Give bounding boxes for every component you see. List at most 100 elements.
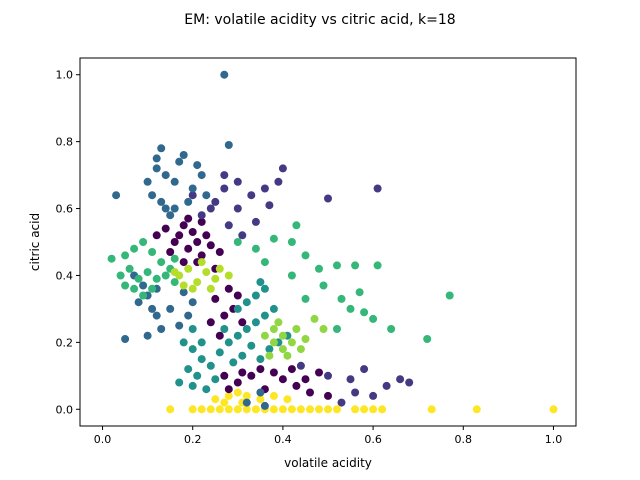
scatter-point <box>197 338 206 347</box>
scatter-point <box>269 391 278 400</box>
scatter-point <box>215 264 224 273</box>
scatter-point <box>251 318 260 327</box>
y-tick-label: 0.4 <box>56 269 74 282</box>
scatter-point <box>161 271 170 280</box>
scatter-point <box>152 164 161 173</box>
x-tick-label: 1.0 <box>545 433 563 446</box>
scatter-point <box>306 388 314 397</box>
scatter-point <box>197 251 206 260</box>
scatter-point <box>206 318 215 327</box>
scatter-point <box>251 291 260 300</box>
scatter-point <box>188 228 197 236</box>
scatter-point <box>170 238 179 246</box>
scatter-point <box>215 331 224 340</box>
scatter-point <box>324 371 332 380</box>
scatter-point <box>121 251 130 260</box>
scatter-point <box>188 325 197 333</box>
scatter-point <box>224 385 233 394</box>
scatter-point <box>193 278 202 287</box>
scatter-point <box>238 231 247 240</box>
scatter-point <box>116 271 125 280</box>
scatter-point <box>197 217 206 226</box>
scatter-point <box>260 311 269 320</box>
scatter-point <box>233 204 242 213</box>
scatter-point <box>238 351 247 360</box>
scatter-point <box>256 365 265 374</box>
scatter-point <box>233 331 242 340</box>
scatter-point <box>319 281 328 290</box>
scatter-point <box>220 184 229 193</box>
scatter-point <box>283 395 292 404</box>
scatter-point <box>333 405 341 414</box>
scatter-point <box>166 248 175 256</box>
scatter-point <box>215 348 224 357</box>
scatter-point <box>269 338 278 347</box>
scatter-point <box>269 304 278 313</box>
x-tick-label: 0.4 <box>274 433 292 446</box>
scatter-point <box>224 141 233 149</box>
scatter-point <box>220 325 229 333</box>
scatter-point <box>378 405 387 414</box>
scatter-point <box>301 294 310 303</box>
scatter-point <box>373 261 382 270</box>
scatter-point <box>206 204 215 213</box>
y-axis: 0.0 0.2 0.4 0.6 0.8 1.0 <box>56 69 80 416</box>
scatter-point <box>242 391 251 400</box>
scatter-point <box>224 405 233 414</box>
scatter-point <box>256 388 265 397</box>
x-tick-label: 0.8 <box>455 433 473 446</box>
scatter-point <box>143 268 152 277</box>
scatter-point <box>152 154 161 163</box>
scatter-point <box>170 268 179 277</box>
scatter-point <box>351 261 360 270</box>
scatter-point <box>260 401 269 410</box>
scatter-point <box>260 284 269 293</box>
scatter-point <box>287 365 296 374</box>
scatter-point <box>324 391 332 400</box>
scatter-point <box>337 398 346 407</box>
scatter-point <box>143 177 152 186</box>
scatter-point <box>405 378 414 387</box>
scatter-point <box>287 271 296 280</box>
scatter-point <box>251 217 260 226</box>
scatter-point <box>369 391 378 400</box>
scatter-point <box>211 274 220 283</box>
x-tick-label: 0.2 <box>184 433 202 446</box>
scatter-point <box>179 281 188 290</box>
scatter-point <box>396 375 405 384</box>
scatter-point <box>139 291 148 300</box>
scatter-point <box>333 325 341 333</box>
scatter-point <box>152 231 161 240</box>
scatter-point <box>148 248 157 256</box>
scatter-point <box>269 234 278 243</box>
scatter-point <box>274 318 283 327</box>
scatter-point <box>256 355 265 364</box>
scatter-point <box>287 338 296 347</box>
scatter-point <box>265 345 274 354</box>
scatter-point <box>233 238 242 246</box>
scatter-point <box>224 221 233 230</box>
scatter-point <box>315 368 323 377</box>
scatter-point <box>292 221 301 230</box>
scatter-point <box>170 177 179 186</box>
scatter-point <box>220 70 229 79</box>
scatter-point <box>170 204 179 213</box>
scatter-point <box>242 325 251 333</box>
scatter-point <box>269 405 278 414</box>
scatter-point <box>148 304 157 313</box>
x-axis: 0.0 0.2 0.4 0.6 0.8 1.0 <box>94 426 562 446</box>
scatter-point <box>206 405 215 414</box>
scatter-point <box>247 341 256 350</box>
scatter-point <box>233 388 242 397</box>
chart-title: EM: volatile acidity vs citric acid, k=1… <box>184 12 455 28</box>
scatter-point <box>346 304 355 313</box>
scatter-point <box>157 144 166 153</box>
scatter-point <box>346 375 355 384</box>
y-tick-label: 0.2 <box>56 336 74 349</box>
scatter-point <box>206 241 215 250</box>
scatter-point <box>206 284 215 293</box>
scatter-point <box>247 371 256 380</box>
scatter-point <box>184 244 193 253</box>
scatter-point <box>152 274 161 283</box>
scatter-point <box>184 365 193 374</box>
